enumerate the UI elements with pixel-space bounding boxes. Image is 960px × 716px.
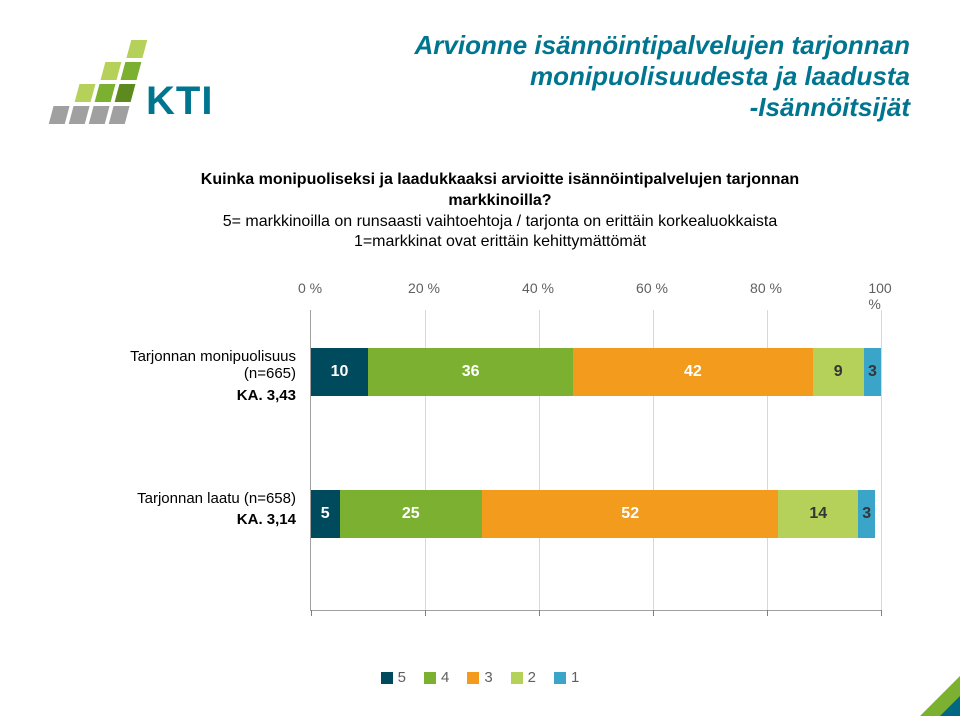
x-axis-tick: 60 %: [636, 280, 668, 296]
title-line-2: monipuolisuudesta ja laadusta: [310, 61, 910, 92]
legend-item: 5: [381, 669, 406, 686]
legend-swatch-icon: [511, 672, 523, 684]
plot-area: Tarjonnan monipuolisuus(n=665)KA. 3,4310…: [310, 310, 881, 611]
bar-segment: 42: [573, 348, 812, 396]
legend-swatch-icon: [467, 672, 479, 684]
logo-block: [126, 40, 147, 58]
legend-swatch-icon: [381, 672, 393, 684]
tick-mark: [881, 610, 882, 616]
row-label-line: Tarjonnan laatu (n=658): [101, 490, 296, 507]
logo-block: [109, 106, 130, 124]
logo-block: [121, 62, 142, 80]
grid-line: [881, 310, 882, 610]
subtitle: Kuinka monipuoliseksi ja laadukkaaksi ar…: [180, 170, 820, 253]
legend: 5 4 3 2 1: [0, 669, 960, 686]
bar-segment: 14: [778, 490, 858, 538]
logo-block: [49, 106, 70, 124]
legend-swatch-icon: [424, 672, 436, 684]
logo: KTI: [60, 40, 213, 124]
legend-label: 1: [571, 669, 579, 686]
row-ka: KA. 3,43: [101, 387, 296, 404]
bar-segment: 5: [311, 490, 340, 538]
bar-segment: 25: [340, 490, 483, 538]
x-axis-tick: 100 %: [868, 280, 891, 312]
logo-block: [115, 84, 136, 102]
bar-segment: 3: [858, 490, 875, 538]
bar-segment: 9: [813, 348, 864, 396]
bar-segment: 10: [311, 348, 368, 396]
title-line-3: -Isännöitsijät: [310, 92, 910, 123]
legend-item: 2: [511, 669, 536, 686]
x-axis-tick: 80 %: [750, 280, 782, 296]
tick-mark: [425, 610, 426, 616]
row-label-line: (n=665): [101, 365, 296, 382]
x-axis-tick: 40 %: [522, 280, 554, 296]
page: KTI Arvionne isännöintipalvelujen tarjon…: [0, 0, 960, 716]
legend-item: 3: [467, 669, 492, 686]
legend-label: 2: [528, 669, 536, 686]
x-axis-tick: 20 %: [408, 280, 440, 296]
bar-row: Tarjonnan monipuolisuus(n=665)KA. 3,4310…: [311, 348, 881, 396]
logo-block: [101, 62, 122, 80]
x-axis-tick: 0 %: [298, 280, 322, 296]
subtitle-question: Kuinka monipuoliseksi ja laadukkaaksi ar…: [180, 170, 820, 212]
bar-segment: 52: [482, 490, 778, 538]
legend-label: 3: [484, 669, 492, 686]
row-ka: KA. 3,14: [101, 511, 296, 528]
x-axis: 0 %20 %40 %60 %80 %100 %: [310, 280, 880, 310]
logo-block: [89, 106, 110, 124]
tick-mark: [539, 610, 540, 616]
chart: 0 %20 %40 %60 %80 %100 % Tarjonnan monip…: [100, 280, 880, 611]
subtitle-scale-low: 1=markkinat ovat erittäin kehittymättömä…: [180, 232, 820, 253]
subtitle-scale-high: 5= markkinoilla on runsaasti vaihtoehtoj…: [180, 212, 820, 233]
logo-block: [75, 84, 96, 102]
bar-row: Tarjonnan laatu (n=658)KA. 3,1452552143: [311, 490, 881, 538]
logo-block: [69, 106, 90, 124]
tick-mark: [767, 610, 768, 616]
logo-bars-icon: [49, 40, 148, 124]
title-line-1: Arvionne isännöintipalvelujen tarjonnan: [310, 30, 910, 61]
tick-mark: [311, 610, 312, 616]
legend-item: 4: [424, 669, 449, 686]
legend-item: 1: [554, 669, 579, 686]
logo-block: [95, 84, 116, 102]
bar-segment: 3: [864, 348, 881, 396]
legend-swatch-icon: [554, 672, 566, 684]
row-label: Tarjonnan laatu (n=658) KA. 3,14: [101, 490, 296, 529]
legend-label: 5: [398, 669, 406, 686]
logo-text: KTI: [146, 79, 213, 124]
slide-title: Arvionne isännöintipalvelujen tarjonnan …: [310, 30, 910, 124]
bar-segment: 36: [368, 348, 573, 396]
tick-mark: [653, 610, 654, 616]
row-label: Tarjonnan monipuolisuus(n=665) KA. 3,43: [101, 348, 296, 404]
legend-label: 4: [441, 669, 449, 686]
row-label-line: Tarjonnan monipuolisuus: [101, 348, 296, 365]
